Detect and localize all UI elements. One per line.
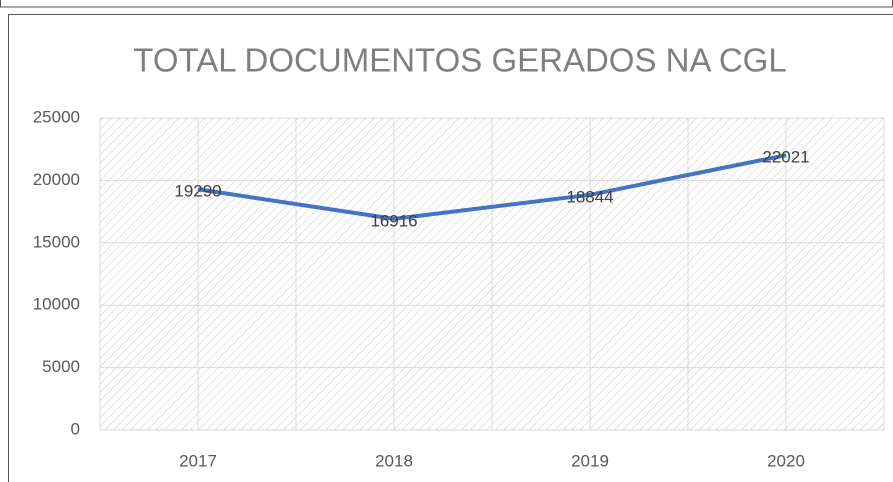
chart-title: TOTAL DOCUMENTOS GERADOS NA CGL — [133, 42, 786, 79]
y-tick-label: 15000 — [33, 232, 80, 251]
data-label: 16916 — [370, 211, 417, 230]
data-label: 22021 — [762, 148, 809, 167]
y-tick-label: 10000 — [33, 295, 80, 314]
top-bar — [0, 0, 893, 8]
y-tick-label: 5000 — [42, 357, 80, 376]
x-tick-label: 2019 — [571, 451, 609, 470]
y-tick-label: 0 — [71, 419, 80, 438]
data-label: 18844 — [566, 187, 613, 206]
y-tick-label: 25000 — [33, 107, 80, 126]
line — [197, 153, 787, 221]
x-tick-label: 2020 — [767, 451, 805, 470]
x-tick-label: 2017 — [179, 451, 217, 470]
data-label: 19290 — [174, 182, 221, 201]
x-tick-label: 2018 — [375, 451, 413, 470]
y-tick-label: 20000 — [33, 170, 80, 189]
